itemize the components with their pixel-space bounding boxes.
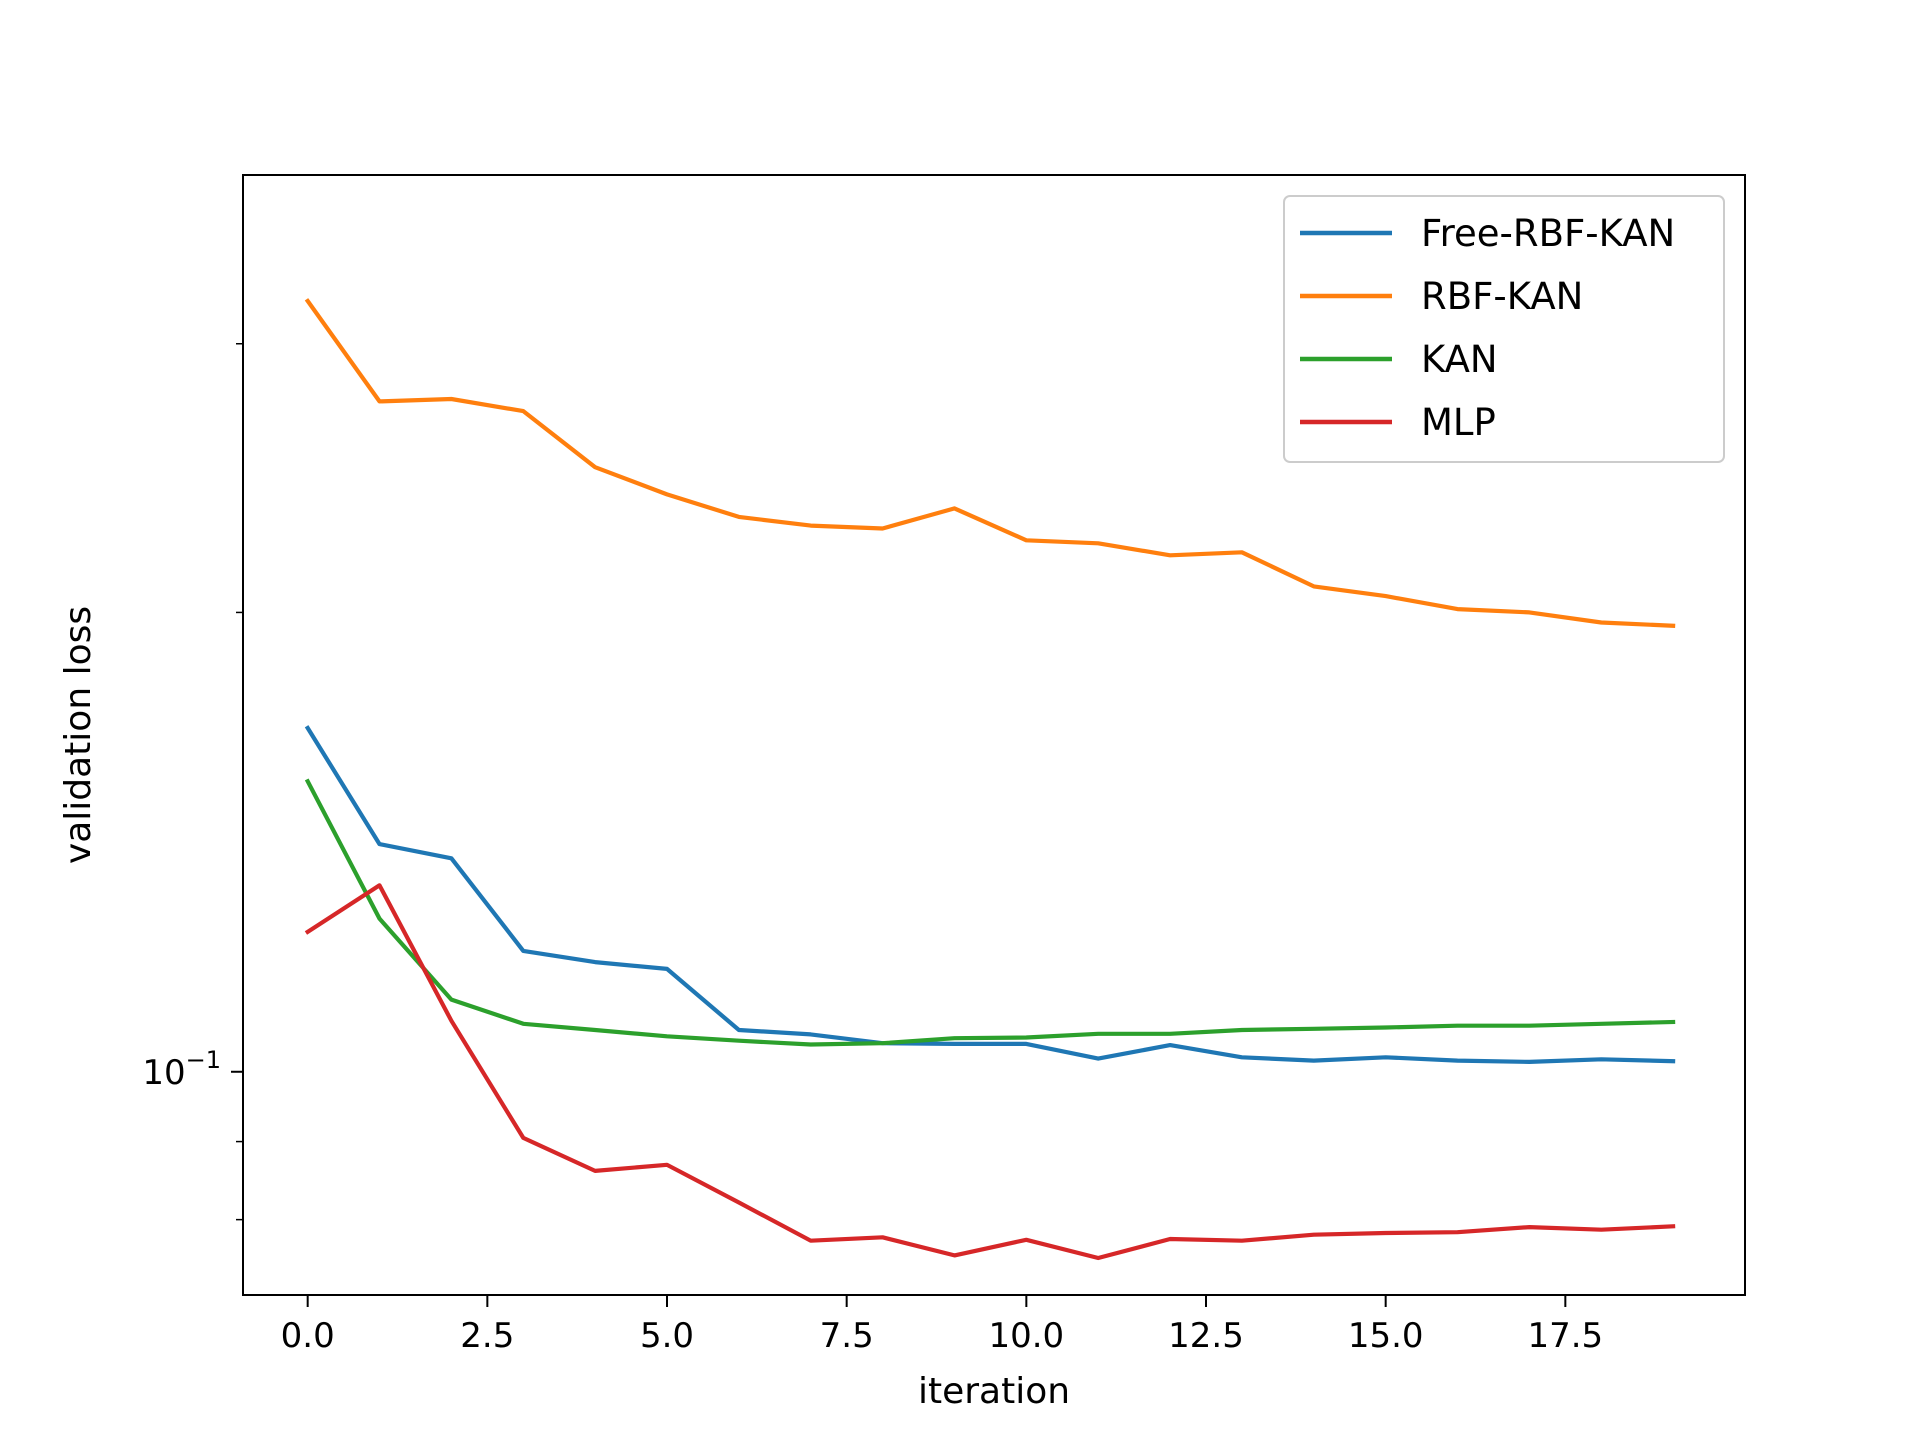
legend-label: RBF-KAN <box>1421 275 1583 318</box>
x-tick-label: 5.0 <box>640 1316 694 1356</box>
y-axis-label: validation loss <box>58 606 99 864</box>
x-tick-label: 0.0 <box>281 1316 335 1356</box>
series-line-kan <box>304 778 1676 1047</box>
y-tick-label: 10−1 <box>142 1046 221 1093</box>
series-layer <box>304 298 1676 1261</box>
legend-label: Free-RBF-KAN <box>1421 212 1675 255</box>
y-axis: 10−1 <box>142 342 243 1221</box>
x-tick-label: 12.5 <box>1168 1316 1244 1356</box>
x-tick-label: 15.0 <box>1348 1316 1424 1356</box>
legend-box <box>1283 195 1725 463</box>
plot-frame <box>242 174 1746 1296</box>
series-line-mlp <box>304 883 1676 1261</box>
legend-label: KAN <box>1421 338 1498 381</box>
x-axis: 0.0 2.5 5.0 7.5 10.0 12.5 15.0 17.5 <box>281 1295 1603 1356</box>
x-axis-label: iteration <box>918 1371 1070 1412</box>
legend-label: MLP <box>1421 401 1496 444</box>
x-tick-label: 10.0 <box>988 1316 1064 1356</box>
x-tick-label: 2.5 <box>460 1316 514 1356</box>
x-tick-label: 7.5 <box>820 1316 874 1356</box>
series-line-rbf-kan <box>304 298 1676 628</box>
x-tick-label: 17.5 <box>1527 1316 1603 1356</box>
series-line-free-rbf-kan <box>304 725 1676 1065</box>
legend: Free-RBF-KAN RBF-KAN KAN MLP <box>1283 195 1725 463</box>
